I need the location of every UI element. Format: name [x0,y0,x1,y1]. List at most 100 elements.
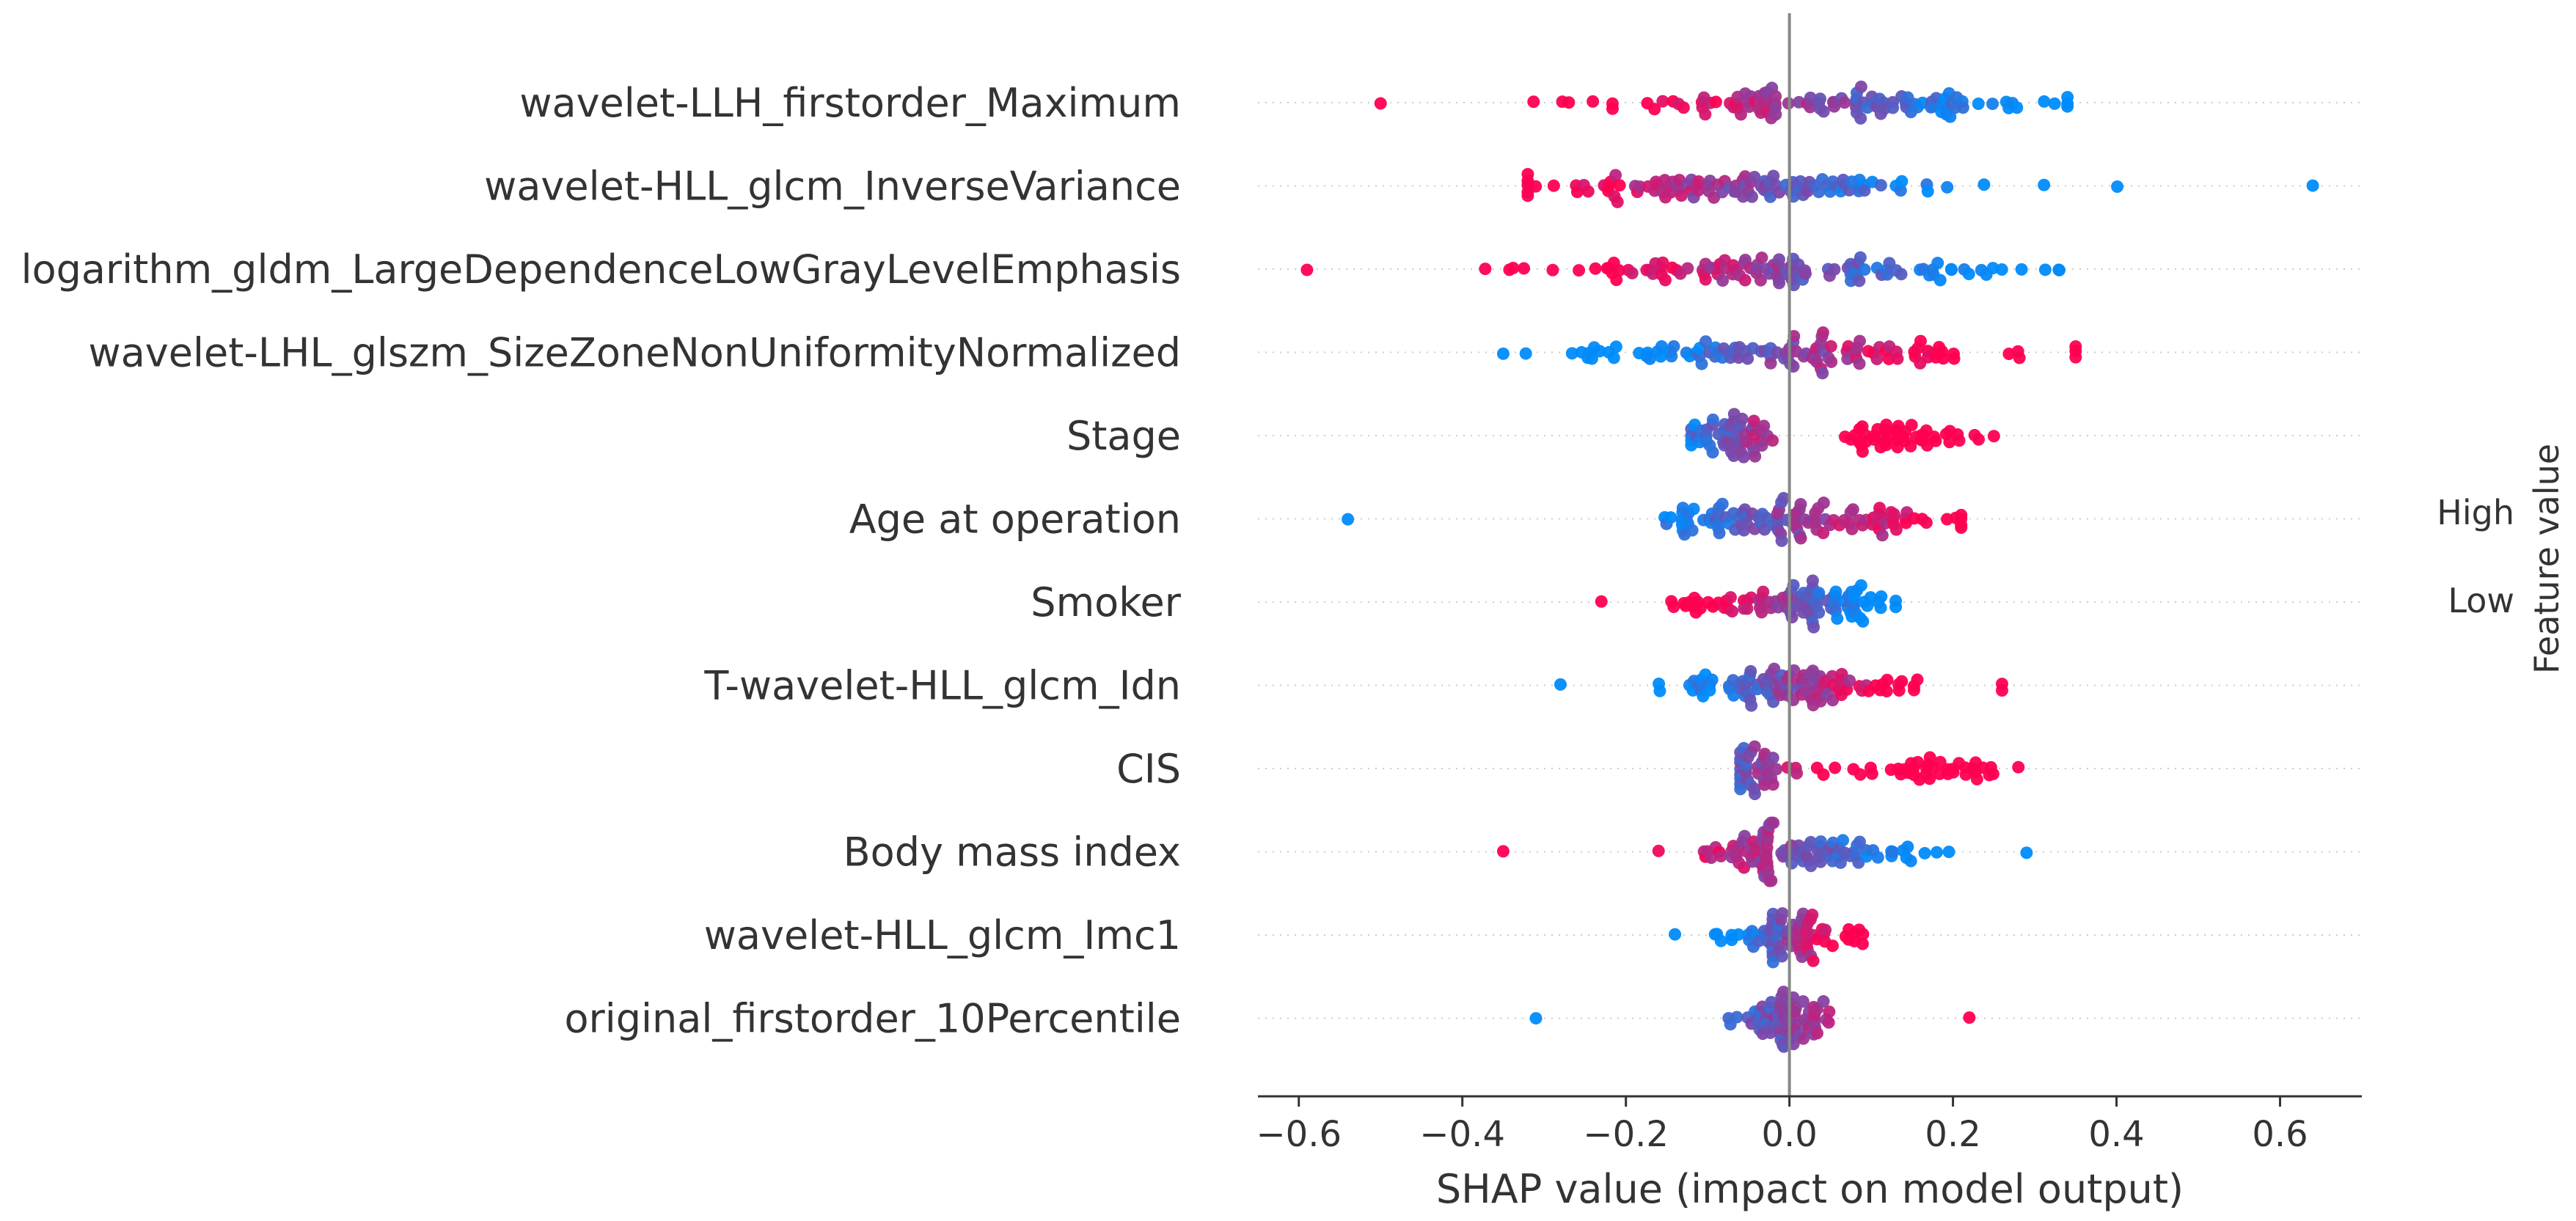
shap-point [2069,351,2082,364]
shap-point [2020,846,2033,859]
shap-point [1664,511,1677,524]
x-tick-label: 0.4 [2088,1114,2144,1155]
feature-label: original_firstorder_10Percentile [565,996,1181,1042]
shap-point [1374,97,1387,110]
shap-point [1807,954,1820,967]
shap-point [1956,101,1969,114]
shap-point [1609,169,1622,182]
shap-point [1797,1032,1810,1045]
shap-point [1858,263,1871,276]
shap-point [1977,178,1991,191]
shap-point [1918,846,1931,859]
shap-point [1687,502,1700,516]
shap-point [1529,180,1543,193]
shap-point [1876,529,1889,542]
shap-point [1496,845,1510,858]
shap-point [1706,413,1719,426]
shap-point [1945,263,1958,276]
feature-label: T-wavelet-HLL_glcm_Idn [703,663,1181,709]
shap-point [1747,414,1760,428]
shap-point [1653,684,1666,697]
shap-point [1905,419,1918,432]
shap-point [1766,434,1779,447]
shap-point [1775,534,1788,547]
shap-point [1681,262,1694,275]
shap-point [2306,179,2319,192]
shap-point [1529,1012,1543,1025]
shap-point [1726,605,1739,618]
shap-point [1904,439,1917,452]
shap-point [1765,874,1778,887]
shap-point [1799,267,1812,280]
shap-point [1955,508,1968,521]
shap-point [1749,450,1762,463]
shap-point [1931,257,1944,270]
shap-point [2013,351,2026,364]
shap-point [2038,178,2051,191]
shap-point [1853,357,1866,370]
shap-point [1817,995,1830,1008]
shap-point [1828,100,1841,113]
shap-point [1713,527,1726,540]
shap-point [1766,778,1779,791]
shap-point [1656,95,1669,108]
shap-point [1748,170,1761,183]
shap-point [1814,92,1827,106]
shap-point [1942,846,1955,859]
shap-point [1757,585,1770,598]
colorbar-high-label: High [2437,493,2514,532]
shap-point [1874,179,1887,192]
shap-point [1766,752,1779,765]
shap-point [1705,673,1719,686]
shap-point [1587,95,1600,108]
shap-point [1804,859,1818,873]
shap-point [1755,252,1768,265]
colorbar-low-label: Low [2448,581,2514,620]
shap-point [1889,523,1903,536]
shap-point [1554,678,1567,691]
shap-point [1709,95,1722,109]
shap-point [1735,412,1749,425]
x-axis-title: SHAP value (impact on model output) [1436,1166,2184,1212]
colorbar: High Low Feature value [2437,444,2566,674]
shap-point [1656,256,1669,269]
shap-point [1300,263,1314,276]
shap-point [1889,601,1903,614]
feature-label: CIS [1116,746,1181,792]
shap-point [1609,340,1622,353]
shap-point [1854,579,1867,592]
shap-point [1764,356,1777,370]
shap-point [1871,851,1884,864]
shap-point [1496,347,1510,360]
feature-label: wavelet-LLH_firstorder_Maximum [519,80,1181,126]
shap-point [1880,439,1893,452]
shap-point [1814,835,1827,848]
shap-point [1923,772,1936,785]
shap-point [1777,986,1790,999]
shap-point [1507,262,1520,275]
shap-point [1581,185,1595,198]
feature-label: wavelet-HLL_glcm_InverseVariance [484,164,1181,210]
shap-point [1894,184,1907,197]
shap-point [1824,340,1837,353]
shap-point [1943,436,1956,449]
shap-point [1648,103,1661,116]
shap-point [1895,175,1909,188]
feature-label: wavelet-LHL_glszm_SizeZoneNonUniformityN… [89,330,1181,376]
shap-point [1825,355,1838,368]
shap-point [1874,601,1887,615]
shap-point [1585,352,1598,365]
shap-point [1828,263,1841,276]
shap-point [1817,768,1830,781]
shap-point [1995,263,2008,276]
shap-point [1854,111,1867,125]
shap-point [1546,263,1559,276]
shap-point [1767,816,1780,829]
shap-point [1738,829,1751,843]
feature-label: Smoker [1031,579,1181,626]
shap-point [1944,110,1957,123]
shap-point [1953,434,1966,447]
shap-point [1521,189,1534,202]
shap-point [1755,439,1768,452]
